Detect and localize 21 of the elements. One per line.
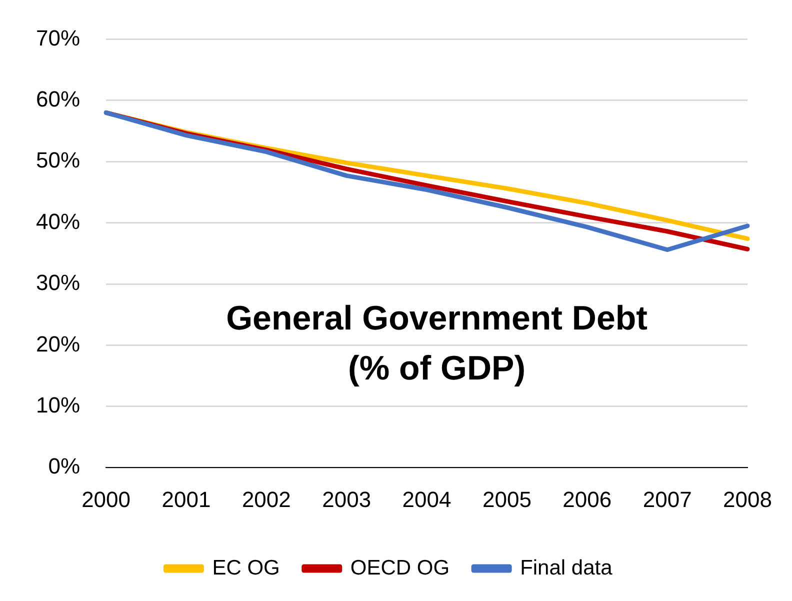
x-tick-label: 2002 <box>242 486 291 512</box>
y-tick-label: 70% <box>36 25 80 50</box>
x-tick-label: 2004 <box>402 486 452 512</box>
text: General Government Debt (% of GDP) <box>226 300 648 388</box>
x-tick-label: 2006 <box>562 486 612 512</box>
y-tick-label: 30% <box>36 270 80 296</box>
legend-label: EC OG <box>212 556 280 580</box>
x-tick-label: 2008 <box>723 486 772 512</box>
y-tick-label: 10% <box>36 392 80 418</box>
legend-label: Final data <box>520 556 613 580</box>
x-tick-label: 2007 <box>642 486 692 512</box>
legend-label: OECD OG <box>350 556 450 580</box>
y-tick-label: 20% <box>36 331 80 356</box>
x-tick-label: 2000 <box>82 486 131 512</box>
y-tick-label: 60% <box>36 86 80 112</box>
y-tick-label: 50% <box>36 148 80 173</box>
x-tick-label: 2003 <box>322 486 372 512</box>
x-tick-label: 2005 <box>482 486 532 512</box>
y-tick-label: 0% <box>48 454 80 479</box>
x-tick-label: 2001 <box>162 486 211 512</box>
y-tick-label: 40% <box>36 208 80 234</box>
